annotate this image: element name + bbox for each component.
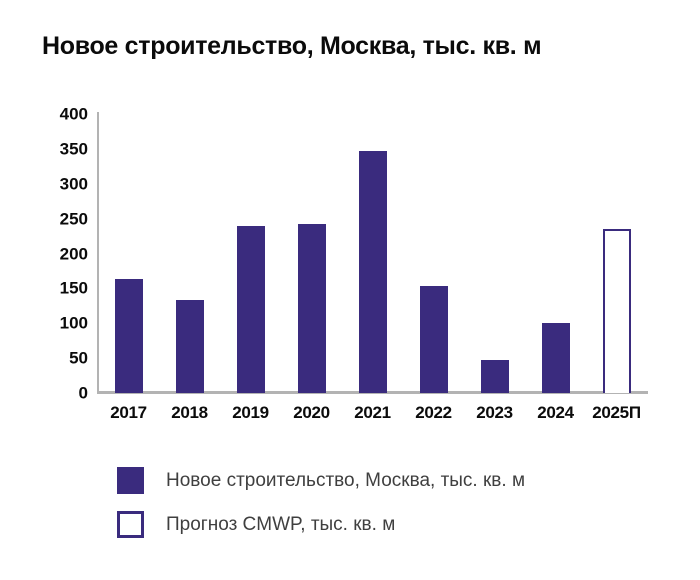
x-label-2022: 2022 <box>415 403 452 422</box>
chart-legend: Новое строительство, Москва, тыс. кв. м … <box>117 467 525 555</box>
bar-2023 <box>480 360 509 393</box>
bar-2022 <box>419 286 448 393</box>
legend-label-actual: Новое строительство, Москва, тыс. кв. м <box>166 469 526 491</box>
bar-slot <box>220 114 281 393</box>
bar-slot <box>586 114 647 393</box>
bar-2024 <box>541 323 570 393</box>
bar-slot <box>281 114 342 393</box>
y-axis-line <box>97 112 99 393</box>
bar-2021 <box>358 151 387 393</box>
legend-item-forecast: Прогноз CMWP, тыс. кв. м <box>117 511 525 538</box>
bar-2025П <box>602 229 631 393</box>
bar-series <box>98 114 647 393</box>
bar-2020 <box>297 224 326 393</box>
x-label-2023: 2023 <box>476 403 513 422</box>
bar-2019 <box>236 226 265 393</box>
y-tick-label: 50 <box>69 348 88 368</box>
x-label-2017: 2017 <box>110 403 147 422</box>
y-tick-label: 250 <box>59 209 88 229</box>
bar-slot <box>525 114 586 393</box>
legend-item-actual: Новое строительство, Москва, тыс. кв. м <box>117 467 525 494</box>
bar-slot <box>159 114 220 393</box>
bar-slot <box>342 114 403 393</box>
x-axis-category-labels: 2017 2018 2019 2020 2021 2022 2023 2024 2025П <box>98 403 647 423</box>
x-label-2025П: 2025П <box>592 403 641 422</box>
bar-2017 <box>114 279 143 393</box>
y-tick-label: 400 <box>59 104 88 124</box>
bar-slot <box>403 114 464 393</box>
y-tick-label: 0 <box>78 383 88 403</box>
bar-slot <box>98 114 159 393</box>
x-label-2020: 2020 <box>293 403 330 422</box>
legend-swatch-outlined-icon <box>117 511 144 538</box>
bar-2018 <box>175 300 204 393</box>
x-label-2018: 2018 <box>171 403 208 422</box>
y-tick-label: 200 <box>59 244 88 263</box>
x-label-2019: 2019 <box>232 403 269 422</box>
y-tick-label: 100 <box>59 313 88 333</box>
y-tick-label: 350 <box>59 139 88 159</box>
x-label-2024: 2024 <box>537 403 574 422</box>
plot-area <box>98 114 647 393</box>
y-axis-tick-labels: 0 50 100 150 200 250 300 350 400 <box>30 106 88 402</box>
y-tick-label: 150 <box>59 278 88 298</box>
x-label-2021: 2021 <box>354 403 391 422</box>
y-tick-label: 300 <box>59 174 88 194</box>
legend-label-forecast: Прогноз CMWP, тыс. кв. м <box>166 513 396 535</box>
legend-swatch-filled-icon <box>117 467 144 494</box>
chart-title: Новое строительство, Москва, тыс. кв. м <box>42 32 542 60</box>
bar-slot <box>464 114 525 393</box>
